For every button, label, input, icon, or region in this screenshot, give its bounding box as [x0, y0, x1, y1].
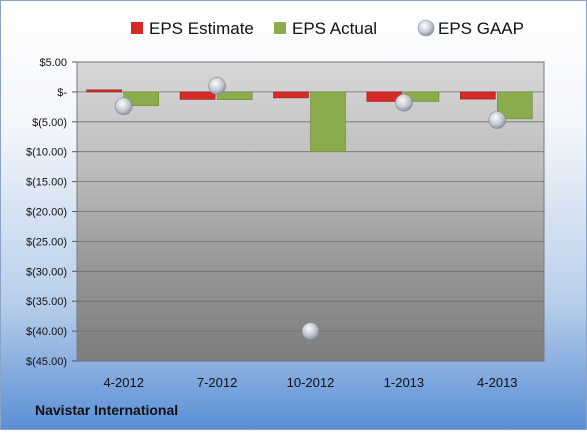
y-axis: $5.00 $- $(5.00) $(10.00) $(15.00) $(20.00) $(… [26, 57, 77, 368]
eps-estimate-bar [459, 91, 496, 100]
legend-label: EPS GAAP [438, 19, 524, 38]
eps-estimate-bar [179, 91, 216, 100]
x-tick-label: 4-2013 [477, 375, 517, 390]
legend-swatch-estimate [131, 22, 143, 34]
eps-actual-bar [216, 91, 253, 100]
y-tick-label: $(15.00) [26, 177, 67, 189]
legend-swatch-gaap [417, 19, 435, 37]
bars [86, 89, 533, 153]
y-tick-label: $5.00 [39, 57, 67, 69]
eps-gaap-point [301, 322, 320, 340]
y-tick-label: $(35.00) [26, 296, 67, 308]
y-tick-label: $(10.00) [26, 147, 67, 159]
eps-gaap-point [208, 77, 226, 95]
eps-gaap-point [395, 93, 413, 112]
eps-estimate-bar [86, 89, 122, 93]
eps-gaap-point [114, 97, 133, 116]
x-tick-label: 10-2012 [287, 375, 335, 390]
legend-label: EPS Actual [292, 19, 377, 38]
x-tick-label: 7-2012 [197, 375, 237, 390]
x-tick-label: 4-2012 [103, 375, 143, 390]
eps-estimate-bar [273, 91, 309, 99]
y-tick-label: $(30.00) [26, 266, 67, 278]
eps-gaap-point [488, 111, 507, 129]
x-tick-label: 1-2013 [384, 375, 424, 390]
legend-label: EPS Estimate [149, 19, 254, 38]
y-tick-label: $(25.00) [26, 236, 67, 248]
y-tick-label: $(45.00) [26, 356, 67, 368]
y-tick-label: $- [57, 87, 67, 99]
legend-swatch-actual [274, 22, 286, 34]
eps-actual-bar [310, 91, 346, 153]
y-tick-label: $(20.00) [26, 207, 67, 219]
y-tick-label: $(40.00) [26, 326, 67, 338]
company-name: Navistar International [35, 402, 179, 418]
gaap-points [114, 77, 507, 340]
legend: EPS Estimate EPS Actual EPS GAAP [131, 19, 524, 38]
y-tick-label: $(5.00) [32, 117, 67, 129]
x-axis: 4-2012 7-2012 10-2012 1-2013 4-2013 [103, 375, 517, 390]
